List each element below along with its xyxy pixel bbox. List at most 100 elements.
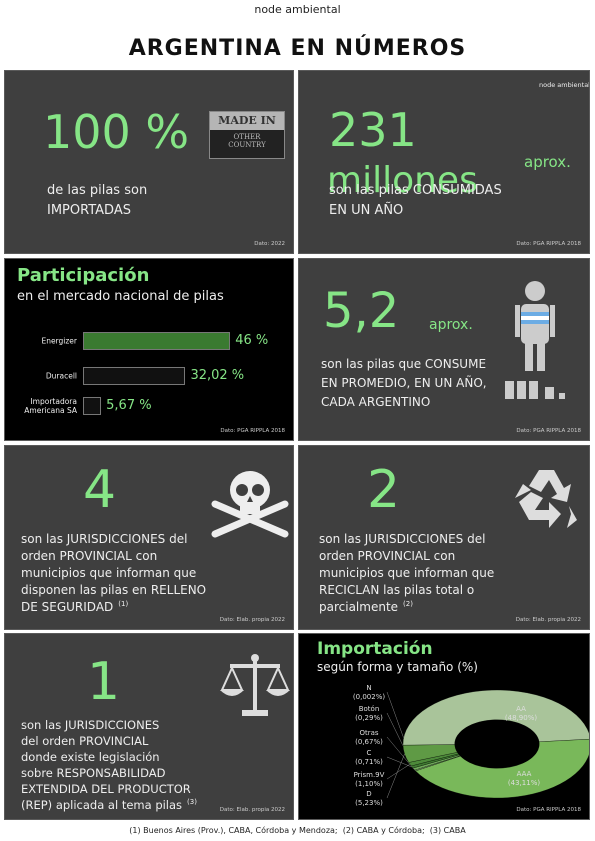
text-line: EN UN AÑO: [329, 203, 403, 218]
text-line: sobre RESPONSABILIDAD: [21, 766, 166, 780]
chart-panel: Participación en el mercado nacional de p…: [4, 258, 294, 441]
text-line: EN PROMEDIO, EN UN AÑO,: [321, 376, 487, 390]
text: orden PROVINCIAL con: [21, 549, 158, 563]
slice-label: D: [366, 790, 371, 798]
pie-chart: N(0,002%) Botón(0,29%) Otras(0,67%) C(0,71%…: [353, 684, 589, 807]
text-line: orden PROVINCIAL con: [319, 549, 455, 563]
big-number: 100 %: [43, 105, 190, 159]
bar-label: 46 %: [235, 333, 269, 348]
text: donde existe legislación: [21, 750, 160, 764]
text-line: son las JURISDICCIONES: [21, 718, 159, 732]
chart-title: Participación: [17, 265, 150, 286]
text: CADA ARGENTINO: [321, 395, 431, 409]
slice-value: (5,23%): [355, 799, 383, 807]
stamp-line: OTHER: [233, 133, 261, 141]
text: EN UN AÑO: [329, 203, 404, 218]
unit: millones: [327, 160, 478, 201]
logo: node ambiental: [254, 3, 341, 16]
slice-value: (43,11%): [508, 779, 540, 787]
text-line: (REP) aplicada al tema pilas (3): [21, 798, 197, 812]
text-line: son las pilas CONSUMIDAS: [329, 183, 502, 198]
text-line: orden PROVINCIAL con: [21, 549, 157, 563]
big-number: 2: [367, 460, 401, 520]
text: DE SEGURIDAD: [21, 600, 114, 614]
source: Dato: Elab. propia 2022: [219, 807, 285, 813]
panel: 4 son las JURISDICCIONES del orden PROVINC…: [4, 445, 294, 630]
pie-slice: [402, 689, 589, 746]
text-line: son las JURISDICCIONES del: [319, 532, 485, 546]
slice-value: (1,10%): [355, 780, 383, 788]
panel: 100 % de las pilas son IMPORTADAS Dato: 202…: [4, 70, 294, 254]
category-label: Duracell: [45, 371, 77, 381]
bar-label: 5,67 %: [106, 398, 152, 413]
text-line: municipios que informan que: [21, 566, 196, 580]
chart-panel: Importación según forma y tamaño (%) N (0,0…: [298, 633, 590, 820]
text: orden PROVINCIAL con: [319, 549, 456, 563]
text: municipios que informan que: [21, 566, 197, 580]
text: parcialmente: [319, 600, 399, 614]
text-line: municipios que informan que: [319, 566, 494, 580]
text: RECICLAN las pilas total o: [319, 583, 475, 597]
icon: [211, 471, 289, 538]
big-number: 1: [87, 652, 121, 712]
text-line: disponen las pilas en RELLENO: [21, 583, 206, 597]
text-line: son las pilas que CONSUME: [321, 357, 486, 371]
bar: [83, 332, 231, 350]
source: Dato: 2022: [254, 241, 285, 247]
bar: [83, 367, 186, 385]
text-line: CADA ARGENTINO: [321, 395, 430, 409]
icon: [220, 654, 290, 716]
source: Dato: PGA RIPPLA 2018: [220, 428, 285, 434]
chart-subtitle: en el mercado nacional de pilas: [17, 289, 224, 304]
slice-label: N: [366, 684, 371, 692]
ref: (2): [403, 600, 413, 608]
text: son las pilas CONSUMIDAS: [329, 183, 502, 198]
source: Dato: Elab. propia 2022: [515, 617, 581, 623]
slice-label: Botón: [359, 705, 380, 713]
text: son las pilas que CONSUME: [321, 357, 487, 371]
text-line: RECICLAN las pilas total o: [319, 583, 474, 597]
footnote: (1) Buenos Aires (Prov.), CABA, Córdoba …: [129, 826, 466, 835]
text: del orden PROVINCIAL: [21, 734, 149, 748]
category-label: Energizer: [41, 336, 77, 346]
pie-slice: [415, 739, 589, 799]
text: EN PROMEDIO, EN UN AÑO,: [321, 376, 487, 390]
text: municipios que informan que: [319, 566, 495, 580]
logo: node ambiental: [539, 81, 590, 89]
bar: [83, 397, 102, 415]
bar-label: 32,02 %: [190, 368, 245, 383]
slice-value: (48,90%): [505, 714, 537, 722]
ref: (3): [187, 798, 197, 807]
panel: 5,2 aprox. son las pilas que CONSUME EN PRO…: [298, 258, 590, 441]
source: Dato: PGA RIPPLA 2018: [516, 241, 581, 247]
big-number: 4: [83, 460, 117, 520]
panel: 2 son las JURISDICCIONES del orden PROVINC…: [298, 445, 590, 630]
big-number: 231: [329, 103, 417, 157]
text: sobre RESPONSABILIDAD: [21, 766, 166, 780]
stamp-line: COUNTRY: [228, 141, 266, 149]
text: EXTENDIDA DEL PRODUCTOR: [21, 782, 191, 796]
source: Dato: PGA RIPPLA 2018: [516, 428, 581, 434]
text: son las JURISDICCIONES del: [319, 532, 486, 546]
text: (REP) aplicada al tema pilas: [21, 798, 183, 812]
text-line: IMPORTADAS: [47, 203, 131, 218]
slice-label: C: [367, 749, 372, 757]
text: IMPORTADAS: [47, 203, 131, 218]
icon: [505, 281, 565, 399]
leader-line: [386, 753, 405, 799]
text-line: del orden PROVINCIAL: [21, 734, 148, 748]
stamp-top: MADE IN: [210, 112, 284, 130]
slice-value: (0,67%): [355, 738, 383, 746]
chart-title: Importación: [317, 639, 433, 659]
slice-label: Prism.9V: [354, 771, 385, 779]
chart-subtitle: según forma y tamaño (%): [317, 660, 478, 674]
slice-value: (0,29%): [355, 714, 383, 722]
ref: (1): [118, 600, 129, 608]
text-line: EXTENDIDA DEL PRODUCTOR: [21, 782, 191, 796]
slice-label: AAA: [517, 770, 532, 778]
text-line: son las JURISDICCIONES del: [21, 532, 187, 546]
text-line: de las pilas son: [47, 183, 147, 198]
note: aprox.: [524, 153, 571, 171]
text-line: DE SEGURIDAD (1): [21, 600, 128, 614]
